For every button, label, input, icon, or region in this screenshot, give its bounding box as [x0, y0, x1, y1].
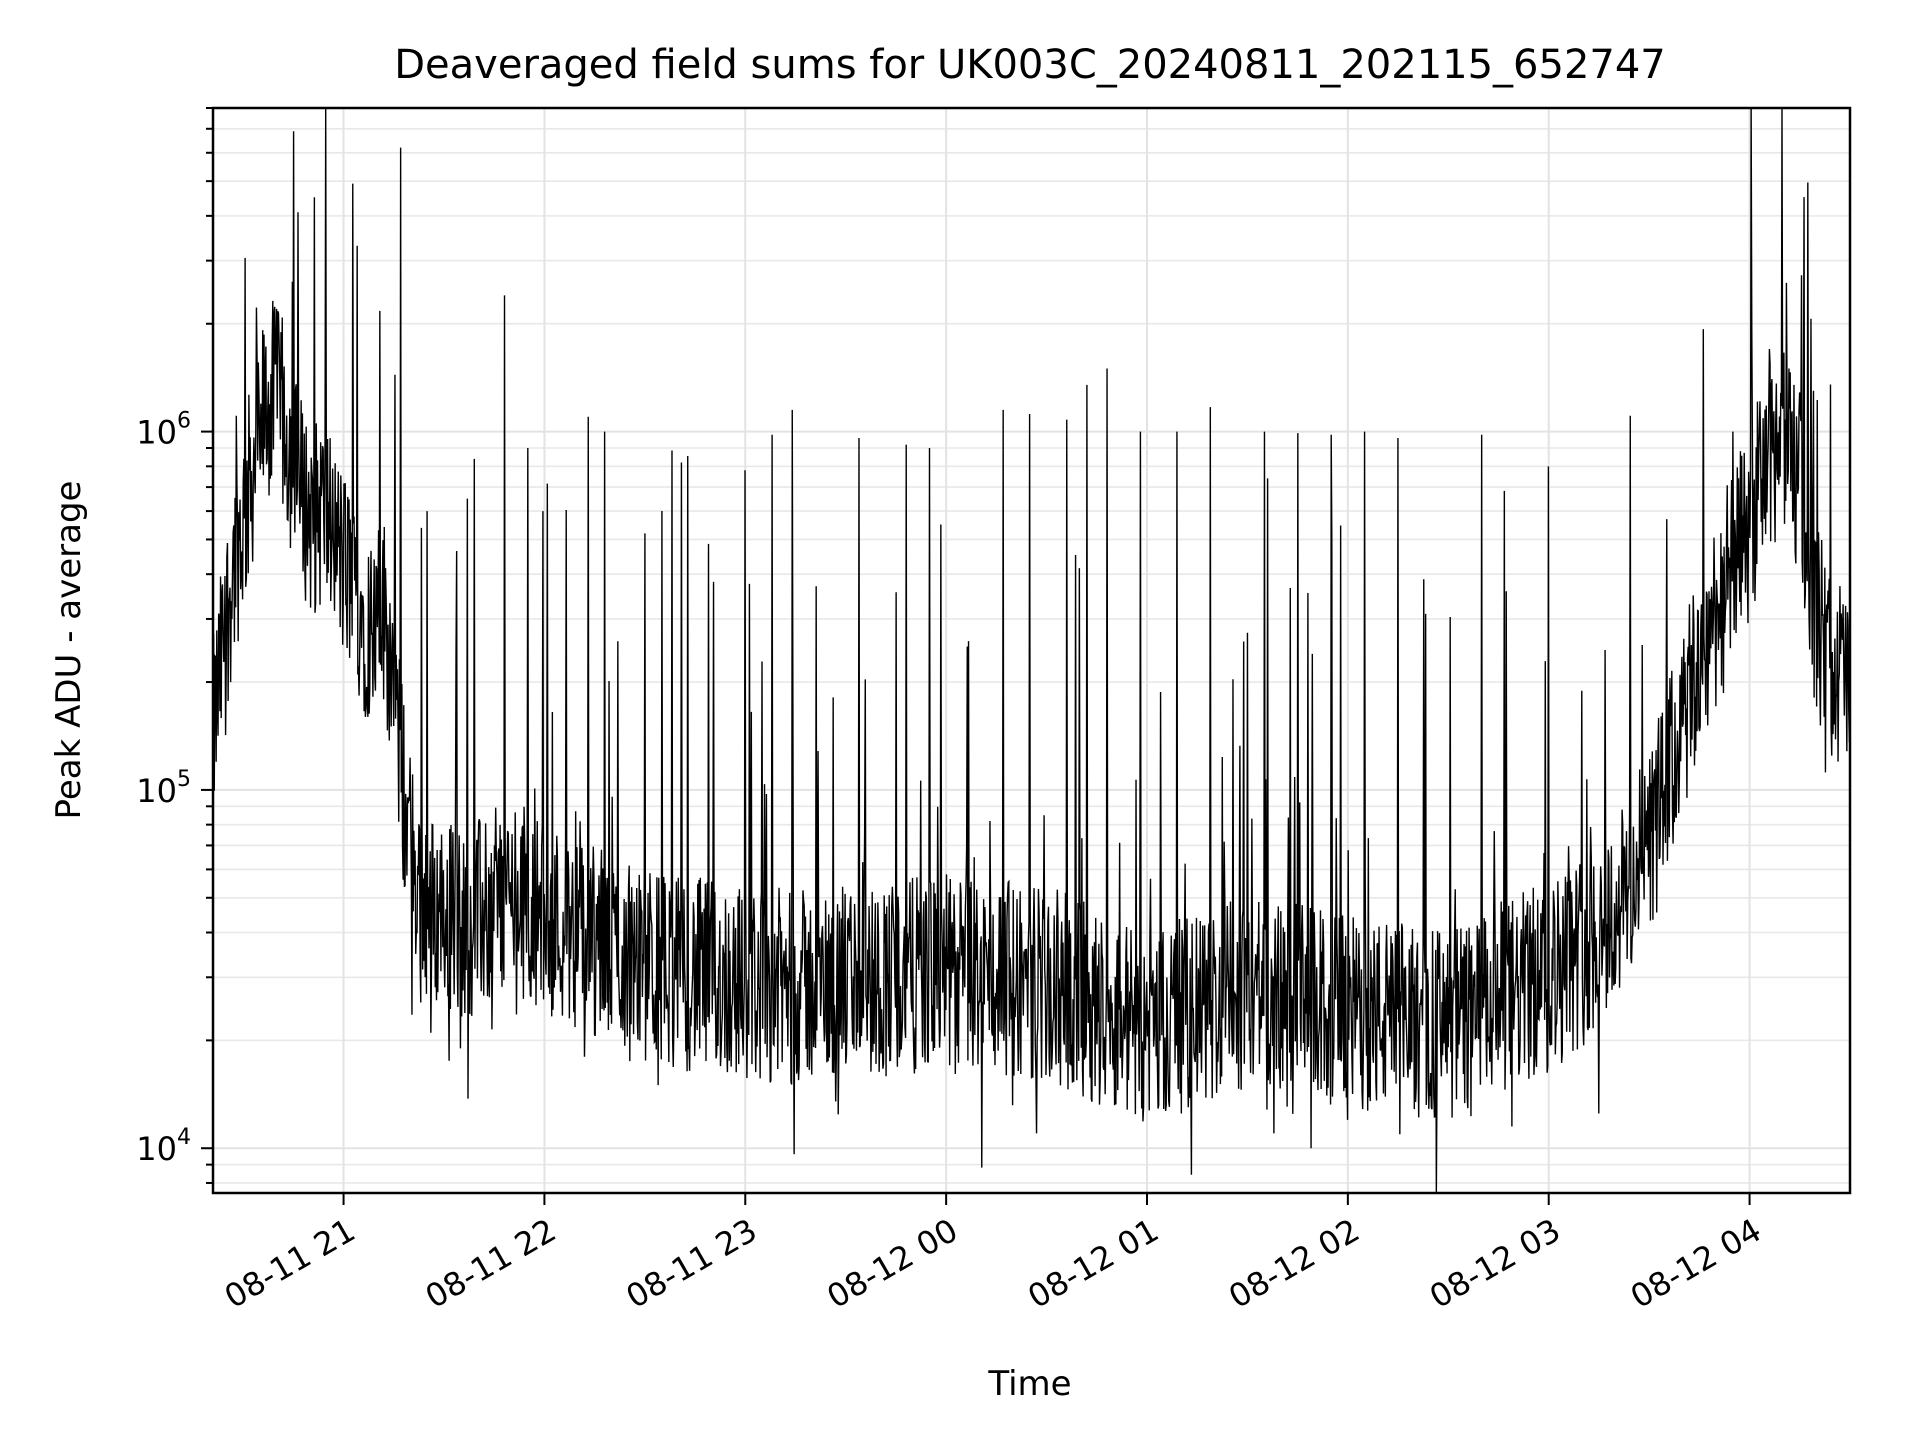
x-tick-label: 08-11 21 — [218, 1211, 362, 1316]
ticks: 104 105 106 08-11 21 08-11 22 08-11 23 08-12 0… — [136, 107, 1768, 1316]
x-axis-label: Time — [987, 1364, 1071, 1404]
y-axis-label: Peak ADU - average — [49, 481, 89, 820]
series-line — [212, 107, 1851, 1194]
x-tick-label: 08-12 02 — [1222, 1211, 1366, 1316]
x-tick-label: 08-11 23 — [620, 1211, 764, 1316]
y-tick-label: 104 — [136, 1125, 191, 1168]
y-tick-label: 105 — [136, 767, 191, 810]
x-tick-label: 08-11 22 — [419, 1211, 563, 1316]
chart-title: Deaveraged field sums for UK003C_2024081… — [394, 42, 1665, 88]
y-tick-label: 106 — [136, 409, 191, 452]
plot-frame — [211, 106, 1852, 1195]
x-tick-label: 08-12 04 — [1624, 1211, 1768, 1316]
x-tick-label: 08-12 03 — [1423, 1211, 1567, 1316]
x-tick-label: 08-12 00 — [821, 1211, 965, 1316]
x-tick-label: 08-12 01 — [1021, 1211, 1165, 1316]
series-layer — [212, 107, 1851, 1194]
